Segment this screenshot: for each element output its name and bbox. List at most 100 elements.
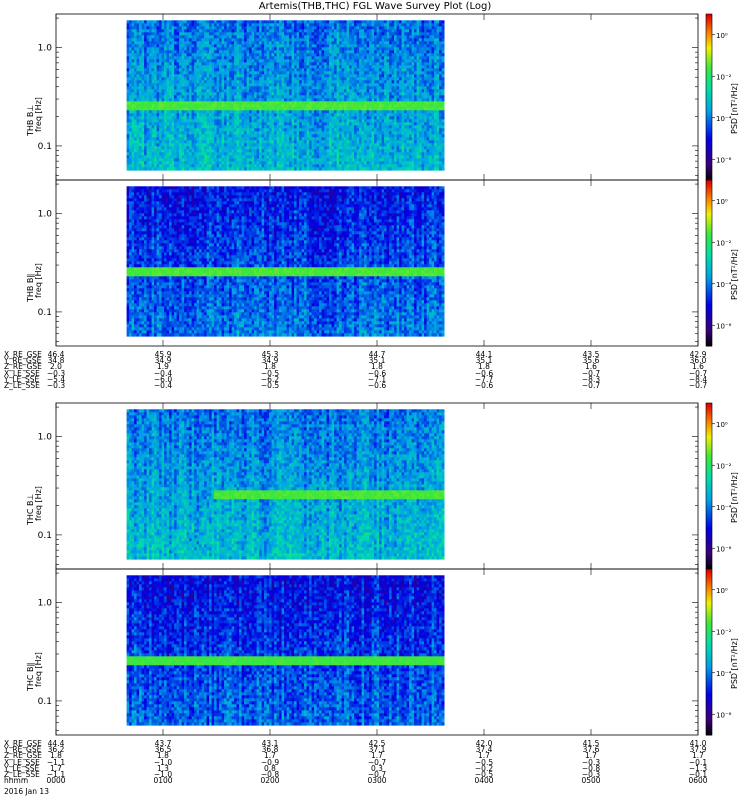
colorbar-tick-label: 10⁻⁶ xyxy=(716,322,732,330)
ephemeris-value: −0.7 xyxy=(576,369,606,377)
ephemeris-value: 0.3 xyxy=(362,764,392,772)
ephemeris-value: −8.4 xyxy=(683,375,713,383)
ephemeris-value: 42.0 xyxy=(469,740,499,748)
ephemeris-value: 43.1 xyxy=(255,740,285,748)
ephemeris-value: 41.0 xyxy=(683,740,713,748)
spectrogram-thc-bperp: 1.0 0.1 10⁰ 10⁻² 10⁻⁴ 10⁻⁶ xyxy=(38,402,732,570)
ephemeris-value: −0.6 xyxy=(362,382,392,390)
ephemeris-value: −8.3 xyxy=(576,375,606,383)
ylabel-unit-thc-bperp: freq [Hz] xyxy=(34,486,43,521)
ephemeris-value: −0.1 xyxy=(683,758,713,766)
ephemeris-table-thc: X_RE_GSE 44.4 43.7 43.1 42.5 42.0 41.5 41.0 Y_RE… xyxy=(4,740,744,785)
ephemeris-row: X_RE_GSE 46.4 45.9 45.3 44.7 44.1 43.5 42.9 xyxy=(4,351,744,359)
ephemeris-value: −1.3 xyxy=(683,764,713,772)
ephemeris-value: −0.7 xyxy=(576,382,606,390)
ephemeris-row: Y_LE_SSE 1.7 1.3 0.8 0.3 −0.2 −0.8 −1.3 xyxy=(4,764,744,772)
ephemeris-name: Y_RE_GSE xyxy=(4,357,41,365)
ephemeris-value: −0.7 xyxy=(683,382,713,390)
ephemeris-row: X_LE_SSE −0.3 −0.4 −0.5 −0.6 −0.6 −0.7 −0.7 xyxy=(4,369,744,377)
ytick-label: 1.0 xyxy=(38,433,53,443)
ylabel-unit-thc-bpar: freq [Hz] xyxy=(34,652,43,687)
ephemeris-value: −0.8 xyxy=(576,764,606,772)
ephemeris-value: −0.7 xyxy=(683,369,713,377)
ephemeris-value: 36.8 xyxy=(255,746,285,754)
colorbar-label-thc-bpar: PSD [nT²/Hz] xyxy=(730,638,739,689)
ephemeris-value: −0.3 xyxy=(41,382,71,390)
ephemeris-value: 37.4 xyxy=(469,746,499,754)
ephemeris-value: 43.7 xyxy=(148,740,178,748)
spectrogram-cells xyxy=(126,186,445,337)
colorbar-label-thb-bperp: PSD [nT²/Hz] xyxy=(730,83,739,134)
ephemeris-value: 42.5 xyxy=(362,740,392,748)
ephemeris-row: X_RE_GSE 44.4 43.7 43.1 42.5 42.0 41.5 41.0 xyxy=(4,740,744,748)
ephemeris-value: 1.8 xyxy=(41,752,71,760)
colorbar-tick-label: 10⁻⁶ xyxy=(716,711,732,719)
ephemeris-value: −0.9 xyxy=(255,758,285,766)
ephemeris-value: 45.9 xyxy=(148,351,178,359)
ephemeris-value: −1.1 xyxy=(41,771,71,779)
ephemeris-value: −7.1 xyxy=(362,375,392,383)
ephemeris-value: 37.9 xyxy=(683,746,713,754)
ylabel-unit-thb-bperp: freq [Hz] xyxy=(34,97,43,132)
colorbar-tick-label: 10⁻⁴ xyxy=(716,115,732,123)
colorbar-tick-label: 10⁰ xyxy=(716,587,728,595)
ephemeris-value: 44.4 xyxy=(41,740,71,748)
ephemeris-value: 46.4 xyxy=(41,351,71,359)
ephemeris-value: −1.1 xyxy=(41,758,71,766)
colorbar: 10⁰ 10⁻² 10⁻⁴ 10⁻⁶ xyxy=(705,13,732,181)
ephemeris-value: 0200 xyxy=(255,777,285,785)
ylabel-unit-thb-bpar: freq [Hz] xyxy=(34,263,43,298)
ephemeris-value: 44.7 xyxy=(362,351,392,359)
ephemeris-value: 35.6 xyxy=(576,357,606,365)
ephemeris-value: 35.1 xyxy=(469,357,499,365)
ephemeris-row: Y_LE_SSE −5.4 −6.0 −6.2 −7.1 −7.7 −8.3 −8.4 xyxy=(4,375,744,383)
colorbar-tick-label: 10⁰ xyxy=(716,198,728,206)
ephemeris-value: 34.9 xyxy=(148,357,178,365)
ephemeris-value: 1.8 xyxy=(255,363,285,371)
ephemeris-value: 45.3 xyxy=(255,351,285,359)
panel-thc-bperp: 1.0 0.1 10⁰ 10⁻² 10⁻⁴ 10⁻⁶ THC B⊥ freq [Hz] P… xyxy=(26,402,739,570)
ephemeris-row: X_LE_SSE −1.1 −1.0 −0.9 −0.7 −0.5 −0.3 −0.1 xyxy=(4,758,744,766)
plot-title: Artemis(THB,THC) FGL Wave Survey Plot (L… xyxy=(0,1,750,12)
ephemeris-value: 1.6 xyxy=(576,363,606,371)
ephemeris-value: 44.1 xyxy=(469,351,499,359)
colorbar-tick-label: 10⁻² xyxy=(716,462,732,470)
ephemeris-row: Y_RE_GSE 36.2 36.5 36.8 37.1 37.4 37.6 37.9 xyxy=(4,746,744,754)
ephemeris-value: −0.7 xyxy=(362,771,392,779)
ephemeris-value: 1.7 xyxy=(683,752,713,760)
ephemeris-value: −0.6 xyxy=(469,382,499,390)
ephemeris-value: −0.5 xyxy=(255,369,285,377)
ytick-label: 0.1 xyxy=(38,531,52,541)
ephemeris-row: Z_LE_SSE −1.1 −1.0 −0.8 −0.7 −0.5 −0.3 −0.1 xyxy=(4,771,744,779)
spectrogram-thb-bpar: 1.0 0.1 10⁰ 10⁻² 10⁻⁴ 10⁻⁶ xyxy=(38,179,732,347)
ephemeris-value: 0100 xyxy=(148,777,178,785)
panel-thc-bpar: 1.0 0.1 10⁰ 10⁻² 10⁻⁴ 10⁻⁶ THC B∥ freq [Hz] P… xyxy=(26,568,739,736)
colorbar-tick-label: 10⁻² xyxy=(716,239,732,247)
colorbar-tick-label: 10⁻⁴ xyxy=(716,281,732,289)
ephemeris-name: Z_LE_SSE xyxy=(4,382,40,390)
ephemeris-value: −0.5 xyxy=(469,771,499,779)
ephemeris-value: −6.0 xyxy=(148,375,178,383)
ephemeris-value: 1.8 xyxy=(469,363,499,371)
spectrogram-cells xyxy=(126,20,445,171)
ephemeris-table-thb: X_RE_GSE 46.4 45.9 45.3 44.7 44.1 43.5 42.9 Y_RE… xyxy=(4,351,744,390)
ephemeris-value: −0.7 xyxy=(362,758,392,766)
colorbar-tick-label: 10⁻² xyxy=(716,73,732,81)
colorbar-tick-label: 10⁰ xyxy=(716,32,728,40)
ephemeris-name: Y_LE_SSE xyxy=(4,375,39,383)
ytick-label: 1.0 xyxy=(38,210,53,220)
ephemeris-name: Y_LE_SSE xyxy=(4,764,39,772)
colorbar-tick-label: 10⁻⁶ xyxy=(716,156,732,164)
ephemeris-value: −0.5 xyxy=(255,382,285,390)
colorbar-tick-label: 10⁻⁴ xyxy=(716,670,732,678)
ephemeris-value: −0.2 xyxy=(469,764,499,772)
colorbar: 10⁰ 10⁻² 10⁻⁴ 10⁻⁶ xyxy=(705,402,732,570)
ephemeris-value: 42.9 xyxy=(683,351,713,359)
ephemeris-value: 41.5 xyxy=(576,740,606,748)
ephemeris-name: X_LE_SSE xyxy=(4,758,40,766)
ephemeris-value: 43.5 xyxy=(576,351,606,359)
panel-thb-bperp: 1.0 0.1 10⁰ 10⁻² 10⁻⁴ 10⁻⁶ THB B⊥ freq [Hz] P… xyxy=(26,13,739,181)
ephemeris-value: −0.4 xyxy=(148,382,178,390)
ephemeris-value: 1.8 xyxy=(362,363,392,371)
ephemeris-value: 1.7 xyxy=(576,752,606,760)
